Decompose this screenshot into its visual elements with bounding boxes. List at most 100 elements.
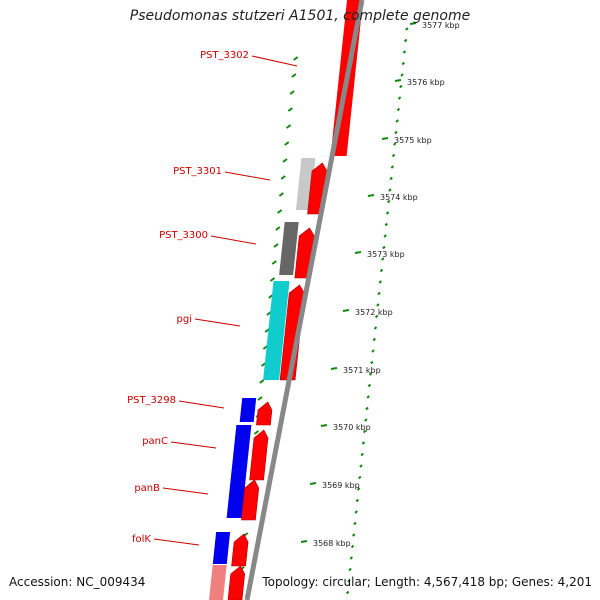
minor-tick <box>345 590 350 595</box>
minor-tick <box>379 268 384 273</box>
major-tick <box>367 194 375 197</box>
minor-tick <box>355 498 360 503</box>
minor-tick <box>271 260 277 265</box>
minor-tick <box>399 84 403 89</box>
minor-tick <box>293 56 299 61</box>
minor-tick <box>373 326 378 330</box>
major-tick <box>320 424 328 427</box>
minor-tick <box>353 521 357 526</box>
backbone-line <box>244 0 365 600</box>
minor-tick <box>370 360 374 365</box>
minor-tick <box>349 556 354 560</box>
tick-label: 3571 kbp <box>343 366 381 375</box>
minor-tick <box>402 50 407 54</box>
map-title: Pseudomonas stutzeri A1501, complete gen… <box>129 8 471 24</box>
major-tick <box>381 137 389 140</box>
minor-tick <box>391 153 396 158</box>
gene-label: PST_3300 <box>159 230 208 241</box>
major-tick <box>409 22 417 25</box>
minor-tick <box>387 199 391 204</box>
minor-tick <box>347 579 351 583</box>
gene-label-leader <box>162 487 209 495</box>
tick-label: 3570 kbp <box>333 423 371 432</box>
minor-tick <box>393 142 397 146</box>
minor-tick <box>390 165 395 169</box>
major-tick <box>330 367 338 370</box>
topology-text: Topology: circular; Length: 4,567,418 bp… <box>262 575 592 589</box>
minor-tick <box>361 441 366 445</box>
minor-tick <box>384 222 389 227</box>
minor-tick <box>253 430 260 435</box>
minor-tick <box>385 211 390 215</box>
gene-label: PST_3301 <box>173 166 222 177</box>
minor-tick <box>284 141 290 146</box>
tick-label: 3568 kbp <box>313 539 351 548</box>
feature-reverse-gene <box>209 565 227 600</box>
accession-text: Accession: NC_009434 <box>9 575 146 589</box>
minor-tick <box>359 464 363 468</box>
gene-label-leader <box>194 318 241 327</box>
minor-tick <box>269 277 276 282</box>
minor-tick <box>356 487 361 491</box>
tick-label: 3576 kbp <box>407 78 445 87</box>
feature-reverse-gene <box>239 398 257 422</box>
minor-tick <box>388 188 392 192</box>
tick-label: 3574 kbp <box>380 193 418 202</box>
minor-tick <box>280 175 286 180</box>
minor-tick <box>278 192 285 197</box>
minor-tick <box>377 291 381 296</box>
minor-tick <box>354 510 358 514</box>
minor-tick <box>367 383 372 388</box>
feature-forward-arrow <box>231 533 249 567</box>
minor-tick <box>259 379 265 384</box>
minor-tick <box>403 38 408 43</box>
minor-tick <box>362 429 367 434</box>
minor-tick <box>376 303 380 307</box>
minor-tick <box>400 73 404 77</box>
major-tick <box>342 309 350 312</box>
minor-tick <box>257 396 263 401</box>
minor-tick <box>396 107 401 112</box>
major-tick <box>354 251 362 254</box>
minor-tick <box>287 107 293 112</box>
gene-label: folK <box>132 534 151 545</box>
tick-label: 3572 kbp <box>355 308 393 317</box>
gene-label: panB <box>134 483 160 494</box>
minor-tick <box>401 61 405 66</box>
gene-label-leader <box>170 441 217 449</box>
minor-tick <box>378 280 382 284</box>
minor-tick <box>397 96 402 100</box>
major-tick-track <box>345 27 409 595</box>
minor-tick <box>374 314 379 319</box>
minor-tick <box>275 226 281 231</box>
tick-label: 3569 kbp <box>322 481 360 490</box>
tick-labels: 3577 kbp 3576 kbp 3575 kbp 3574 kbp 3573 kbp… <box>300 21 460 548</box>
minor-tick <box>289 90 295 95</box>
major-tick <box>309 482 317 485</box>
minor-tick <box>291 73 297 78</box>
minor-tick <box>372 337 376 342</box>
tick-label: 3577 kbp <box>422 21 460 30</box>
gene-label: panC <box>142 436 168 447</box>
minor-tick <box>352 533 356 537</box>
feature-reverse-gene <box>226 425 252 518</box>
gene-label-leader <box>178 400 225 409</box>
minor-tick <box>383 234 387 238</box>
minor-tick <box>277 209 283 214</box>
minor-tick <box>365 406 369 411</box>
gene-label: pgi <box>177 314 192 325</box>
feature-forward-arrow <box>249 429 269 481</box>
gene-label: PST_3298 <box>127 395 176 406</box>
minor-tick <box>360 452 364 457</box>
gene-label-leader <box>251 55 298 67</box>
minor-tick <box>394 130 398 135</box>
minor-tick <box>282 158 288 163</box>
minor-tick <box>368 372 373 376</box>
minor-tick <box>389 176 393 181</box>
gene-label-leader <box>210 235 257 245</box>
feature-reverse-gene <box>263 281 290 380</box>
gene-label-leader <box>153 538 200 546</box>
gene-label-leader <box>224 171 271 181</box>
feature-reverse-gene <box>279 222 299 275</box>
